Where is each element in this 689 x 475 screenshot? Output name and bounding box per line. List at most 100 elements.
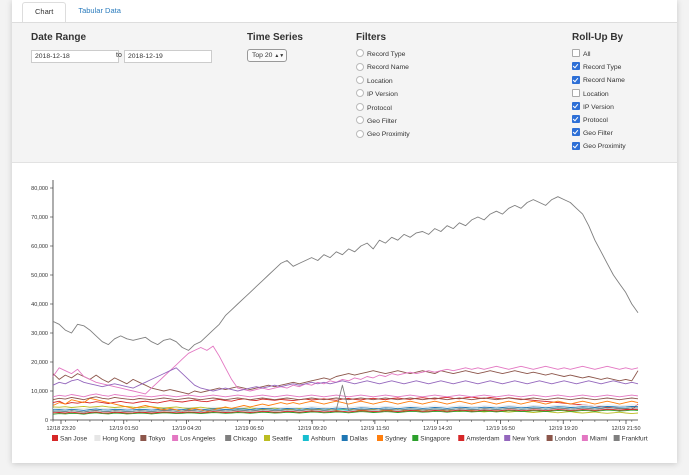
legend-swatch — [377, 435, 383, 441]
series-line — [52, 384, 639, 413]
y-tick-label: 50,000 — [31, 273, 48, 279]
radio-icon — [356, 49, 364, 58]
tab-bar: Chart Tabular Data — [22, 2, 133, 24]
checkbox-icon — [572, 102, 580, 110]
x-tick-label: 12/18 23:20 — [46, 426, 75, 432]
legend-swatch — [613, 435, 620, 441]
tab-tabular-data[interactable]: Tabular Data — [78, 6, 121, 15]
y-tick-label: 40,000 — [31, 302, 48, 308]
legend-swatch — [94, 435, 101, 441]
date-to-label: to — [116, 52, 122, 59]
series-line — [52, 345, 639, 395]
filter-option[interactable]: Location — [356, 76, 393, 87]
line-chart: 0 10,000 20,000 30,000 40,000 50,000 60,000 70,… — [12, 162, 677, 462]
rollup-option-label: Location — [583, 90, 609, 98]
y-tick-label: 80,000 — [31, 186, 48, 192]
rollup-option-label: Geo Filter — [583, 130, 613, 138]
series-line — [52, 409, 639, 415]
legend-swatch — [504, 435, 511, 441]
rollup-option[interactable]: Record Type — [572, 62, 621, 73]
legend-label[interactable]: Frankfurt — [622, 436, 648, 443]
rollup-option-label: All — [583, 51, 591, 58]
filter-option[interactable]: Geo Proximity — [356, 129, 410, 140]
x-tick-label: 12/19 14:20 — [423, 426, 452, 432]
legend-label[interactable]: Los Angeles — [180, 436, 216, 443]
filters-title: Filters — [356, 32, 387, 43]
y-tick-label: 60,000 — [31, 244, 48, 250]
radio-icon — [356, 89, 364, 98]
rollup-option[interactable]: Geo Proximity — [572, 141, 626, 152]
filter-option-label: Protocol — [367, 104, 392, 112]
x-tick-label: 12/19 06:50 — [235, 426, 264, 432]
filter-option[interactable]: IP Version — [356, 89, 398, 100]
filter-option-label: Location — [367, 77, 393, 85]
tab-chart[interactable]: Chart — [22, 2, 67, 24]
radio-icon — [356, 62, 364, 71]
filter-option-label: Record Name — [367, 64, 409, 72]
tab-divider — [12, 22, 677, 23]
rollup-option-label: Geo Proximity — [583, 143, 626, 151]
legend-label[interactable]: Hong Kong — [102, 436, 135, 443]
rollup-option-label: IP Version — [583, 103, 614, 111]
controls-panel: Date Range 2018-12-18 to 2018-12-19 Time… — [12, 23, 677, 163]
legend-swatch — [172, 435, 179, 441]
series-line — [52, 367, 639, 392]
legend-label[interactable]: Sydney — [385, 436, 407, 443]
legend-swatch — [140, 435, 147, 441]
rollup-option[interactable]: Geo Filter — [572, 128, 613, 139]
checkbox-icon — [572, 49, 580, 58]
rollup-option[interactable]: All — [572, 49, 591, 60]
legend-label[interactable]: San Jose — [60, 436, 87, 443]
date-to-input[interactable]: 2018-12-19 — [124, 50, 212, 63]
checkbox-icon — [572, 141, 580, 150]
select-arrows-icon: ▲▼ — [274, 53, 285, 59]
legend-label[interactable]: Miami — [590, 436, 607, 443]
series-line — [52, 196, 639, 351]
y-tick-label: 10,000 — [31, 389, 48, 395]
y-tick-label: 30,000 — [31, 331, 48, 337]
series-line — [52, 397, 639, 412]
legend-label[interactable]: Seattle — [272, 436, 293, 443]
time-series-select[interactable]: Top 20 ▲▼ — [247, 49, 287, 62]
filter-option-label: Record Type — [367, 51, 406, 58]
radio-icon — [356, 102, 364, 111]
filter-option[interactable]: Record Name — [356, 62, 409, 73]
checkbox-icon — [572, 62, 580, 71]
x-tick-label: 12/19 11:50 — [361, 426, 390, 432]
legend-label[interactable]: London — [555, 436, 577, 443]
filter-option[interactable]: Geo Filter — [356, 116, 397, 127]
date-range-title: Date Range — [31, 32, 87, 43]
legend-label[interactable]: New York — [512, 436, 540, 443]
rollup-option[interactable]: Location — [572, 88, 609, 100]
series-line — [52, 408, 639, 414]
legend-label[interactable]: Singapore — [420, 436, 450, 443]
checkbox-icon — [572, 128, 580, 137]
rollup-title: Roll-Up By — [572, 32, 624, 43]
legend-swatch — [225, 435, 232, 441]
rollup-option[interactable]: Protocol — [572, 115, 608, 126]
legend-swatch — [302, 435, 309, 441]
x-tick-label: 12/19 16:50 — [486, 426, 515, 432]
x-tick-label: 12/19 04:20 — [172, 426, 201, 432]
filter-option[interactable]: Protocol — [356, 102, 392, 114]
radio-icon — [356, 116, 364, 125]
legend-label[interactable]: Amsterdam — [466, 436, 499, 443]
legend-label[interactable]: Chicago — [233, 436, 257, 443]
chart-svg: 0 10,000 20,000 30,000 40,000 50,000 60,000 70,… — [31, 180, 648, 443]
legend-swatch — [546, 435, 553, 441]
x-tick-label: 12/19 19:20 — [549, 426, 578, 432]
legend-swatch — [581, 435, 588, 441]
rollup-option[interactable]: IP Version — [572, 102, 614, 113]
series-line — [52, 370, 639, 395]
rollup-option[interactable]: Record Name — [572, 75, 625, 86]
x-tick-label: 12/19 01:50 — [109, 426, 138, 432]
filter-option[interactable]: Record Type — [356, 49, 406, 60]
legend-label[interactable]: Tokyo — [148, 436, 165, 443]
filter-option-label: Geo Filter — [367, 118, 397, 125]
rollup-option-label: Protocol — [583, 117, 608, 124]
y-tick-label: 20,000 — [31, 360, 48, 366]
legend-label[interactable]: Dallas — [350, 436, 369, 443]
date-from-input[interactable]: 2018-12-18 — [31, 50, 119, 63]
legend-label[interactable]: Ashburn — [311, 436, 336, 443]
legend-swatch — [458, 435, 465, 441]
